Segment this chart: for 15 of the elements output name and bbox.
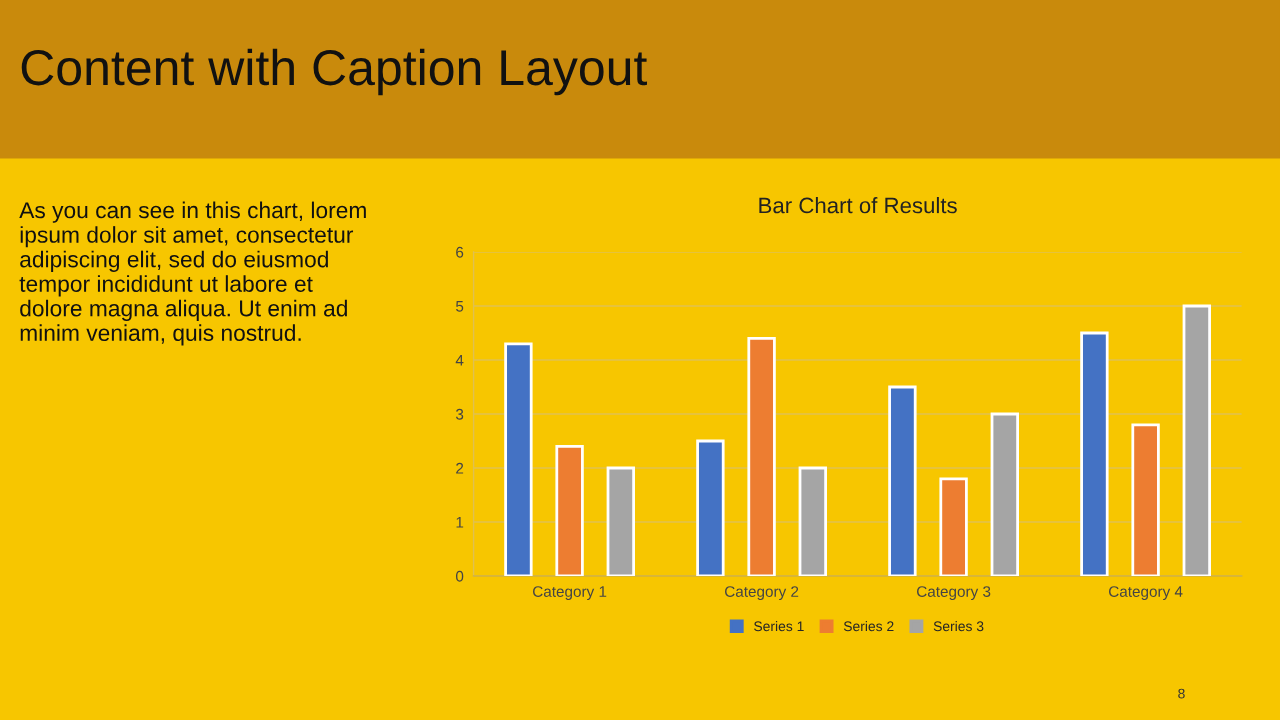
bar xyxy=(1080,331,1109,576)
bar xyxy=(555,445,584,576)
bar xyxy=(606,466,635,576)
bar xyxy=(747,337,776,576)
bar xyxy=(504,342,533,576)
bar xyxy=(1131,423,1160,576)
text: As you can see in this chart, lorem ipsum dolor sit amet, consectetur adipiscing elit, sed do eiusmod tempor incididunt ut labore et dolore magna aliqua. Ut enim ad minim veniam, quis nostrud. xyxy=(19,201,366,346)
bar xyxy=(1182,304,1211,576)
bar xyxy=(798,466,827,576)
chart-title: Bar Chart of Results xyxy=(759,197,957,214)
text: Content with Caption Layout xyxy=(21,48,648,96)
bar xyxy=(696,439,725,576)
bar xyxy=(888,385,917,576)
bar xyxy=(939,477,968,576)
bar xyxy=(990,412,1019,576)
